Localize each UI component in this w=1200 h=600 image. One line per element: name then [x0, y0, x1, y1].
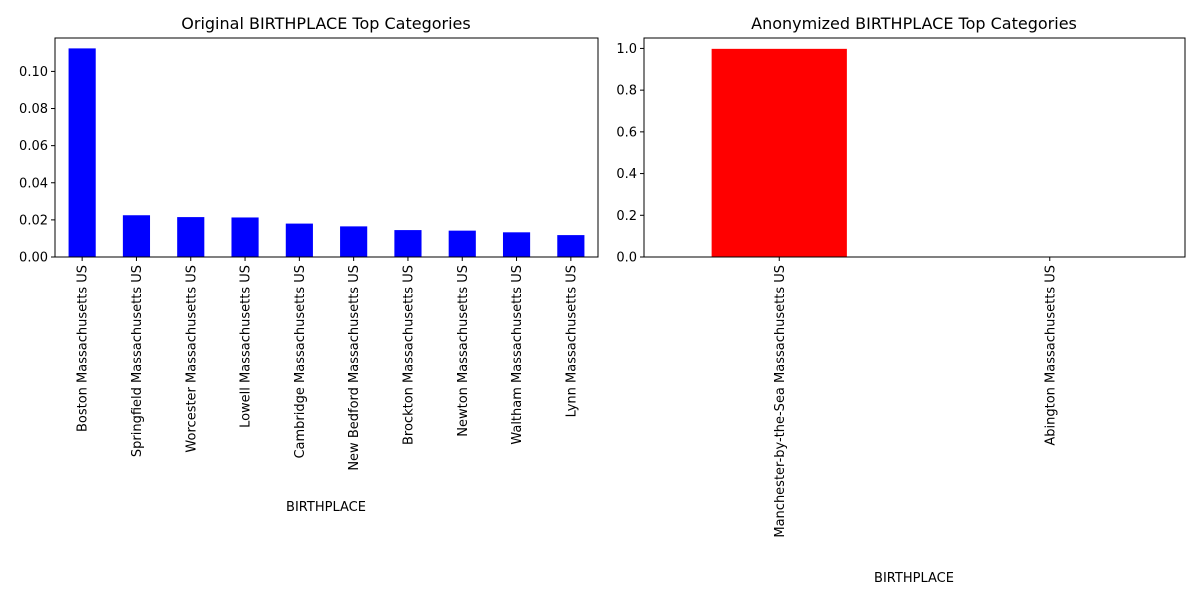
x-axis-label: BIRTHPLACE: [874, 571, 954, 586]
x-tick-label: Lowell Massachusetts US: [239, 265, 254, 428]
y-tick-label: 0.08: [19, 102, 48, 117]
bar: [557, 235, 585, 257]
y-tick-label: 0.04: [19, 176, 48, 191]
x-axis-ticks: Boston Massachusetts US Springfield Massa…: [76, 257, 579, 471]
bars-group: [68, 48, 585, 257]
y-tick-label: 0.02: [19, 213, 48, 228]
chart-title: Original BIRTHPLACE Top Categories: [181, 14, 470, 33]
plot-frame: [54, 37, 599, 258]
x-tick-label: Cambridge Massachusetts US: [293, 265, 308, 459]
x-tick-label: New Bedford Massachusetts US: [347, 265, 362, 471]
y-axis-ticks: 0.0 0.2 0.4 0.6 0.8 1.0: [616, 42, 644, 266]
y-tick-label: 0.4: [616, 167, 637, 182]
x-tick-label: Newton Massachusetts US: [456, 265, 471, 437]
bar: [231, 217, 259, 257]
bar: [711, 48, 847, 257]
x-tick-label: Abington Massachusetts US: [1043, 265, 1058, 446]
bar: [122, 215, 151, 257]
bar: [177, 217, 205, 257]
bar: [502, 232, 531, 257]
bar: [285, 223, 313, 257]
x-tick-label: Boston Massachusetts US: [76, 265, 91, 432]
x-axis-label: BIRTHPLACE: [286, 500, 366, 515]
bar: [394, 230, 422, 257]
y-tick-label: 0.6: [616, 125, 637, 140]
y-tick-label: 0.06: [19, 139, 48, 154]
y-tick-label: 0.10: [19, 65, 48, 80]
y-tick-label: 0.2: [616, 209, 637, 224]
anonymized-chart: Anonymized BIRTHPLACE Top Categories 0.0…: [616, 14, 1186, 586]
y-tick-label: 0.8: [616, 84, 637, 99]
x-tick-label: Lynn Massachusetts US: [564, 265, 579, 417]
chart-title: Anonymized BIRTHPLACE Top Categories: [751, 14, 1077, 33]
x-tick-label: Springfield Massachusetts US: [130, 265, 145, 457]
bar: [68, 48, 96, 257]
y-tick-label: 1.0: [616, 42, 637, 57]
x-tick-label: Manchester-by-the-Sea Massachusetts US: [773, 265, 788, 538]
bars-group: [711, 48, 1118, 258]
y-tick-label: 0.0: [616, 251, 637, 266]
x-tick-label: Waltham Massachusetts US: [510, 265, 525, 445]
bar: [448, 230, 476, 257]
x-tick-label: Brockton Massachusetts US: [401, 265, 416, 445]
x-axis-ticks: Manchester-by-the-Sea Massachusetts US Ab…: [773, 257, 1058, 538]
y-tick-label: 0.00: [19, 251, 48, 266]
y-axis-ticks: 0.00 0.02 0.04 0.06 0.08 0.10: [19, 65, 55, 266]
plot-frame: [643, 37, 1186, 258]
x-tick-label: Worcester Massachusetts US: [184, 265, 199, 453]
bar: [340, 226, 368, 257]
original-chart: Original BIRTHPLACE Top Categories 0.000…: [19, 14, 599, 515]
